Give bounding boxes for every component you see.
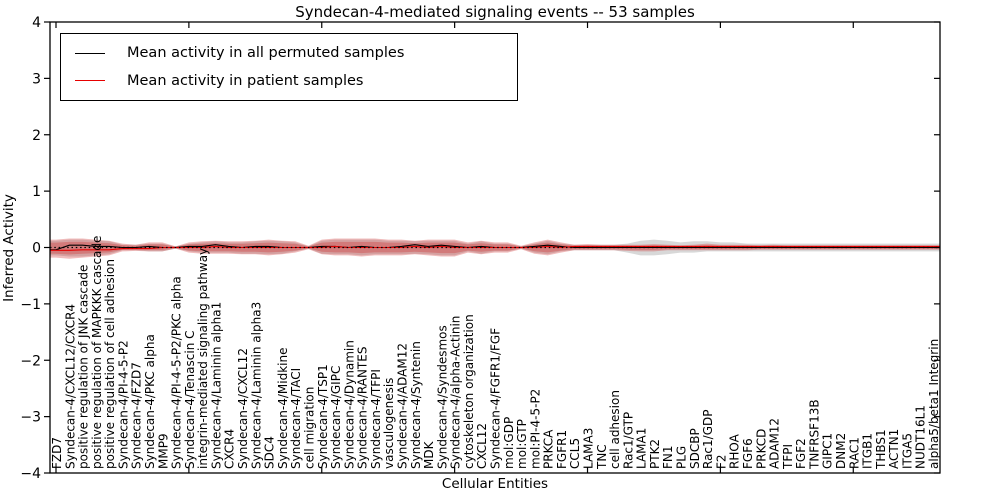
x-tick-label: LAMA3 <box>582 428 596 469</box>
x-tick-label: FGF2 <box>794 438 808 469</box>
x-tick-label: positive regulation of JNK cascade <box>77 265 91 469</box>
x-tick-label: Syndecan-4/Syntenin <box>409 341 423 469</box>
x-tick-label: Syndecan-4/PKC alpha <box>143 334 157 469</box>
x-tick-label: cell migration <box>303 387 317 469</box>
x-tick-label: Syndecan-4/FZD7 <box>130 362 144 469</box>
x-tick-label: ACTN1 <box>887 429 901 469</box>
x-tick-label: cytoskeleton organization <box>462 314 476 469</box>
x-tick-label: Syndecan-4/CXCL12 <box>236 348 250 469</box>
x-tick-label: integrin-mediated signaling pathway <box>196 248 210 469</box>
x-tick-label: Syndecan-4/Laminin alpha1 <box>210 302 224 469</box>
x-tick-label: Syndecan-4/TSP1 <box>316 364 330 469</box>
legend-line-permuted-icon <box>75 52 105 54</box>
legend-line-patient-icon <box>75 80 105 82</box>
x-tick-label: mol:PI-4-5-P2 <box>528 389 542 469</box>
x-tick-label: FGF6 <box>741 438 755 469</box>
patient-samples-std-band <box>50 238 940 259</box>
y-tick-label: −1 <box>20 297 41 313</box>
legend-entry: Mean activity in patient samples <box>61 73 517 89</box>
x-tick-label: Syndecan-4/Laminin alpha3 <box>249 302 263 469</box>
x-tick-label: RAC1 <box>847 437 861 469</box>
x-tick-label: positive regulation of MAPKKK cascade <box>90 236 104 469</box>
x-tick-label: Syndecan-4/PI-4-5-P2/PKC alpha <box>170 276 184 469</box>
x-tick-label: Syndecan-4/Tenascin C <box>183 330 197 469</box>
x-tick-label: FN1 <box>661 445 675 469</box>
x-tick-label: cell adhesion <box>608 390 622 469</box>
x-axis-label: Cellular Entities <box>441 476 549 492</box>
x-tick-label: Syndecan-4/ADAM12 <box>396 343 410 469</box>
x-tick-label: mol:GTP <box>515 419 529 469</box>
x-tick-label: TNC <box>595 444 609 470</box>
patient-samples-std-band <box>50 241 940 255</box>
x-tick-label: mol:GDP <box>502 417 516 469</box>
x-tick-label: Syndecan-4/TFPI <box>369 369 383 469</box>
x-tick-label: PTK2 <box>648 439 662 469</box>
x-tick-label: Syndecan-4/RANTES <box>356 347 370 469</box>
x-tick-label: vasculogenesis <box>382 378 396 469</box>
x-tick-label: NUDT16L1 <box>914 405 928 469</box>
y-tick-label: 2 <box>32 128 41 144</box>
x-tick-label: Syndecan-4/alpha-Actinin <box>449 316 463 469</box>
x-tick-label: CCL5 <box>568 438 582 469</box>
legend-entry: Mean activity in all permuted samples <box>61 45 517 61</box>
x-tick-label: Syndecan-4/Midkine <box>276 348 290 469</box>
y-tick-label: 1 <box>32 184 41 200</box>
x-tick-label: alpha5/beta1 Integrin <box>927 339 941 469</box>
y-axis-label: Inferred Activity <box>1 194 17 302</box>
x-tick-label: Syndecan-4/CXCL12/CXCR4 <box>63 304 77 469</box>
x-tick-label: ITGA5 <box>900 433 914 469</box>
y-tick-label: −2 <box>20 353 41 369</box>
x-tick-label: Syndecan-4/Dynamin <box>342 340 356 469</box>
x-tick-label: MMP9 <box>156 433 170 469</box>
x-tick-label: Syndecan-4/PI-4-5-P2 <box>116 340 130 469</box>
x-tick-label: Rac1/GDP <box>701 410 715 469</box>
legend: Mean activity in all permuted samples Me… <box>60 33 518 101</box>
legend-label-permuted: Mean activity in all permuted samples <box>127 45 405 62</box>
x-tick-label: Syndecan-4/FGFR1/FGF <box>489 328 503 469</box>
legend-label-patient: Mean activity in patient samples <box>127 72 364 89</box>
x-tick-label: F2 <box>714 454 728 469</box>
y-tick-label: 3 <box>32 71 41 87</box>
x-tick-label: LAMA1 <box>635 428 649 469</box>
x-tick-label: Rac1/GTP <box>621 412 635 469</box>
x-tick-label: ADAM12 <box>768 418 782 469</box>
y-tick-label: −4 <box>20 466 41 482</box>
x-tick-label: DNM2 <box>834 433 848 469</box>
x-tick-label: ITGB1 <box>861 433 875 469</box>
chart-title: Syndecan-4-mediated signaling events -- … <box>295 3 695 21</box>
x-tick-label: Syndecan-4/GIPC <box>329 366 343 469</box>
x-tick-label: Syndecan-4/TACI <box>289 368 303 469</box>
x-tick-label: THBS1 <box>874 429 888 470</box>
y-tick-label: −3 <box>20 410 41 426</box>
y-tick-label: 0 <box>32 241 41 257</box>
x-tick-label: FGFR1 <box>555 430 569 469</box>
x-tick-label: SDCBP <box>688 428 702 469</box>
x-tick-label: FZD7 <box>50 437 64 469</box>
x-tick-label: GIPC1 <box>821 433 835 469</box>
x-tick-label: TNFRSF13B <box>807 399 821 470</box>
x-tick-label: SDC4 <box>263 436 277 469</box>
x-tick-label: TFPI <box>781 444 795 470</box>
x-tick-label: PRKCD <box>754 429 768 469</box>
x-tick-label: RHOA <box>728 433 742 469</box>
x-tick-label: Syndecan-4/Syndesmos <box>435 325 449 469</box>
x-tick-label: CXCR4 <box>223 429 237 469</box>
x-tick-label: PRKCA <box>542 429 556 469</box>
x-tick-label: positive regulation of cell adhesion <box>103 259 117 469</box>
x-tick-label: PLG <box>675 446 689 469</box>
y-tick-label: 4 <box>32 15 41 31</box>
x-tick-label: CXCL12 <box>475 423 489 469</box>
x-tick-label: MDK <box>422 440 436 469</box>
